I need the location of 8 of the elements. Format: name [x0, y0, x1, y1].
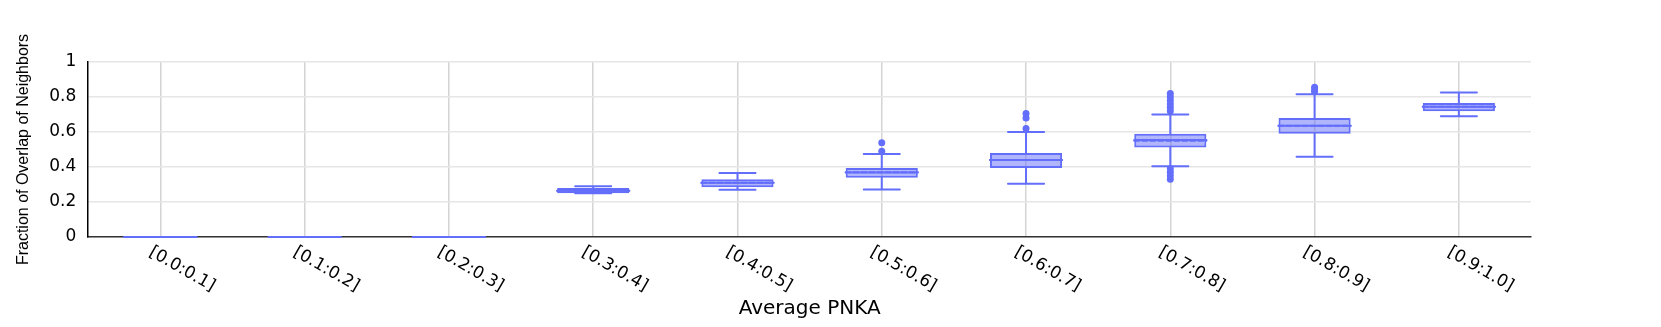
y-tick-label: 0.8 [49, 85, 77, 106]
x-axis-title: Average PNKA [738, 295, 881, 320]
y-axis-title: Fraction of Overlap of Neighbors [14, 33, 32, 266]
y-tick-label: 1 [65, 50, 77, 71]
y-tick-label: 0 [65, 225, 77, 246]
y-tick-label: 0.4 [49, 155, 77, 176]
y-tick-label: 0.2 [49, 190, 77, 211]
y-tick-label: 0.6 [49, 120, 77, 141]
